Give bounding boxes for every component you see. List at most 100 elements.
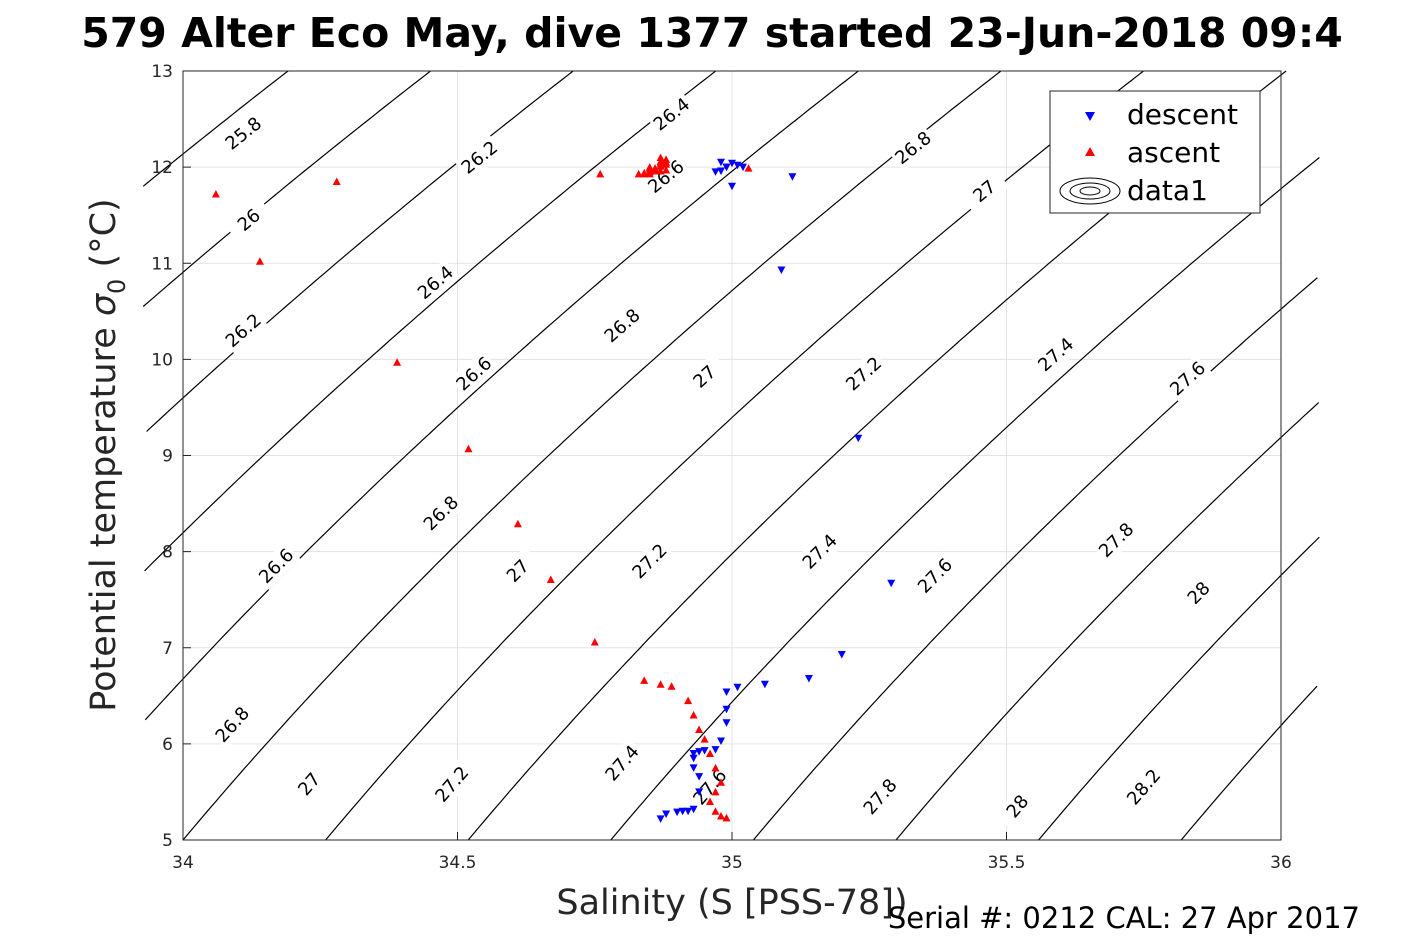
density-contour-27.8 xyxy=(895,402,1320,841)
descent-point xyxy=(656,815,665,823)
contour-label-bg xyxy=(493,546,542,595)
ascent-point xyxy=(255,257,264,265)
descent-point xyxy=(722,719,731,727)
contour-label-26.6: 26.6 xyxy=(252,541,301,591)
density-contour-26.2 xyxy=(146,70,574,432)
descent-point xyxy=(689,750,698,758)
ascent-point xyxy=(590,638,599,646)
contour-label-bg xyxy=(1163,354,1213,403)
ascent-point xyxy=(706,749,714,757)
descent-point xyxy=(733,683,742,692)
ascent-point xyxy=(717,812,725,820)
contour-label-bg xyxy=(1174,568,1223,618)
ascent-point xyxy=(656,153,665,161)
contour-label-bg xyxy=(1031,331,1081,379)
ascent-point xyxy=(464,444,473,453)
ascent-point xyxy=(711,787,720,796)
data-markers xyxy=(211,153,896,823)
density-contour-26.4 xyxy=(144,70,717,572)
contour-label-bg xyxy=(888,124,938,172)
contour-label-bg xyxy=(856,772,904,822)
contour-label-bg xyxy=(625,537,674,586)
y-axis-label-unit: (°C) xyxy=(84,198,124,278)
contour-label-bg xyxy=(252,541,301,591)
contour-label-bg xyxy=(416,489,466,538)
descent-point xyxy=(728,159,736,168)
descent-point xyxy=(728,182,736,191)
y-tick-label: 6 xyxy=(162,735,173,755)
descent-point xyxy=(788,173,797,181)
ascent-point xyxy=(700,735,709,743)
contour-label-bg xyxy=(597,302,647,350)
descent-point xyxy=(662,810,671,818)
descent-point xyxy=(684,807,693,816)
contour-label-bg xyxy=(454,134,505,181)
legend-ascent-marker xyxy=(1085,147,1095,156)
descent-point xyxy=(722,688,731,696)
ascent-point xyxy=(513,519,522,528)
descent-point xyxy=(711,746,720,754)
contour-label-bg xyxy=(1120,762,1168,812)
ascent-point xyxy=(722,813,731,822)
contour-label-28: 28 xyxy=(1174,568,1223,618)
density-contour-28.2 xyxy=(1180,685,1318,841)
serial-cal-footer: Serial #: 0212 CAL: 27 Apr 2017 xyxy=(888,901,1360,935)
ascent-point xyxy=(656,680,665,688)
contour-label-bg xyxy=(646,91,697,138)
descent-point xyxy=(733,161,742,170)
contour-label-27.2: 27.2 xyxy=(428,759,476,809)
contour-label-bg xyxy=(680,353,729,401)
legend-contour-marker xyxy=(1059,177,1121,205)
ascent-point xyxy=(645,163,654,171)
ascent-point xyxy=(684,696,693,705)
y-tick-label: 10 xyxy=(151,350,173,370)
x-tick-label: 35.5 xyxy=(988,853,1026,873)
x-tick-label: 34.5 xyxy=(439,853,477,873)
ascent-point xyxy=(689,711,698,719)
ascent-point xyxy=(717,778,725,786)
x-tick-label: 35 xyxy=(721,853,743,873)
density-contour-28 xyxy=(1038,536,1320,841)
ascent-point xyxy=(711,807,720,815)
ascent-point xyxy=(332,177,341,185)
contour-label-bg xyxy=(686,762,734,812)
contour-label-bg xyxy=(795,527,844,576)
contour-label-bg xyxy=(641,153,691,200)
ascent-point xyxy=(546,575,555,583)
descent-point xyxy=(739,163,747,172)
ascent-point xyxy=(744,164,753,172)
density-contour-26.6 xyxy=(144,70,859,721)
contour-label-bg xyxy=(959,167,1010,215)
y-axis-label-sigma: σ xyxy=(84,292,124,316)
legend-box xyxy=(1049,90,1261,214)
density-contour-26.8 xyxy=(182,70,1002,841)
x-tick-label: 34 xyxy=(172,853,194,873)
y-tick-label: 9 xyxy=(162,447,173,467)
contour-label-bg xyxy=(1092,516,1141,565)
axis-ticks: 34 34.5 35 35.5 36 5 6 7 8 9 10 11 12 13 xyxy=(151,62,1291,873)
ascent-point xyxy=(211,190,220,198)
density-contour-27.4 xyxy=(610,157,1320,841)
descent-point xyxy=(804,675,813,683)
y-axis-label-subscript: 0 xyxy=(103,279,131,294)
descent-point xyxy=(717,167,725,175)
contour-label-bg xyxy=(218,110,269,157)
descent-point xyxy=(678,807,687,816)
y-tick-label: 11 xyxy=(151,254,173,274)
contour-label-bg xyxy=(208,700,257,749)
ascent-point xyxy=(706,797,714,805)
descent-point xyxy=(711,168,720,176)
contour-label-bg xyxy=(598,738,646,788)
chart-title: 579 Alter Eco May, dive 1377 started 23-… xyxy=(81,9,1343,57)
contour-label-bg xyxy=(428,759,476,809)
ascent-point xyxy=(393,358,402,366)
descent-point xyxy=(854,434,863,443)
density-contour-25.8 xyxy=(142,70,289,187)
ascent-point xyxy=(656,157,665,165)
legend-descent-label: descent xyxy=(1127,98,1238,131)
contour-label-bg xyxy=(224,196,274,244)
contour-label-bg xyxy=(285,759,333,809)
contour-label-bg xyxy=(994,781,1041,831)
descent-point xyxy=(695,773,704,781)
